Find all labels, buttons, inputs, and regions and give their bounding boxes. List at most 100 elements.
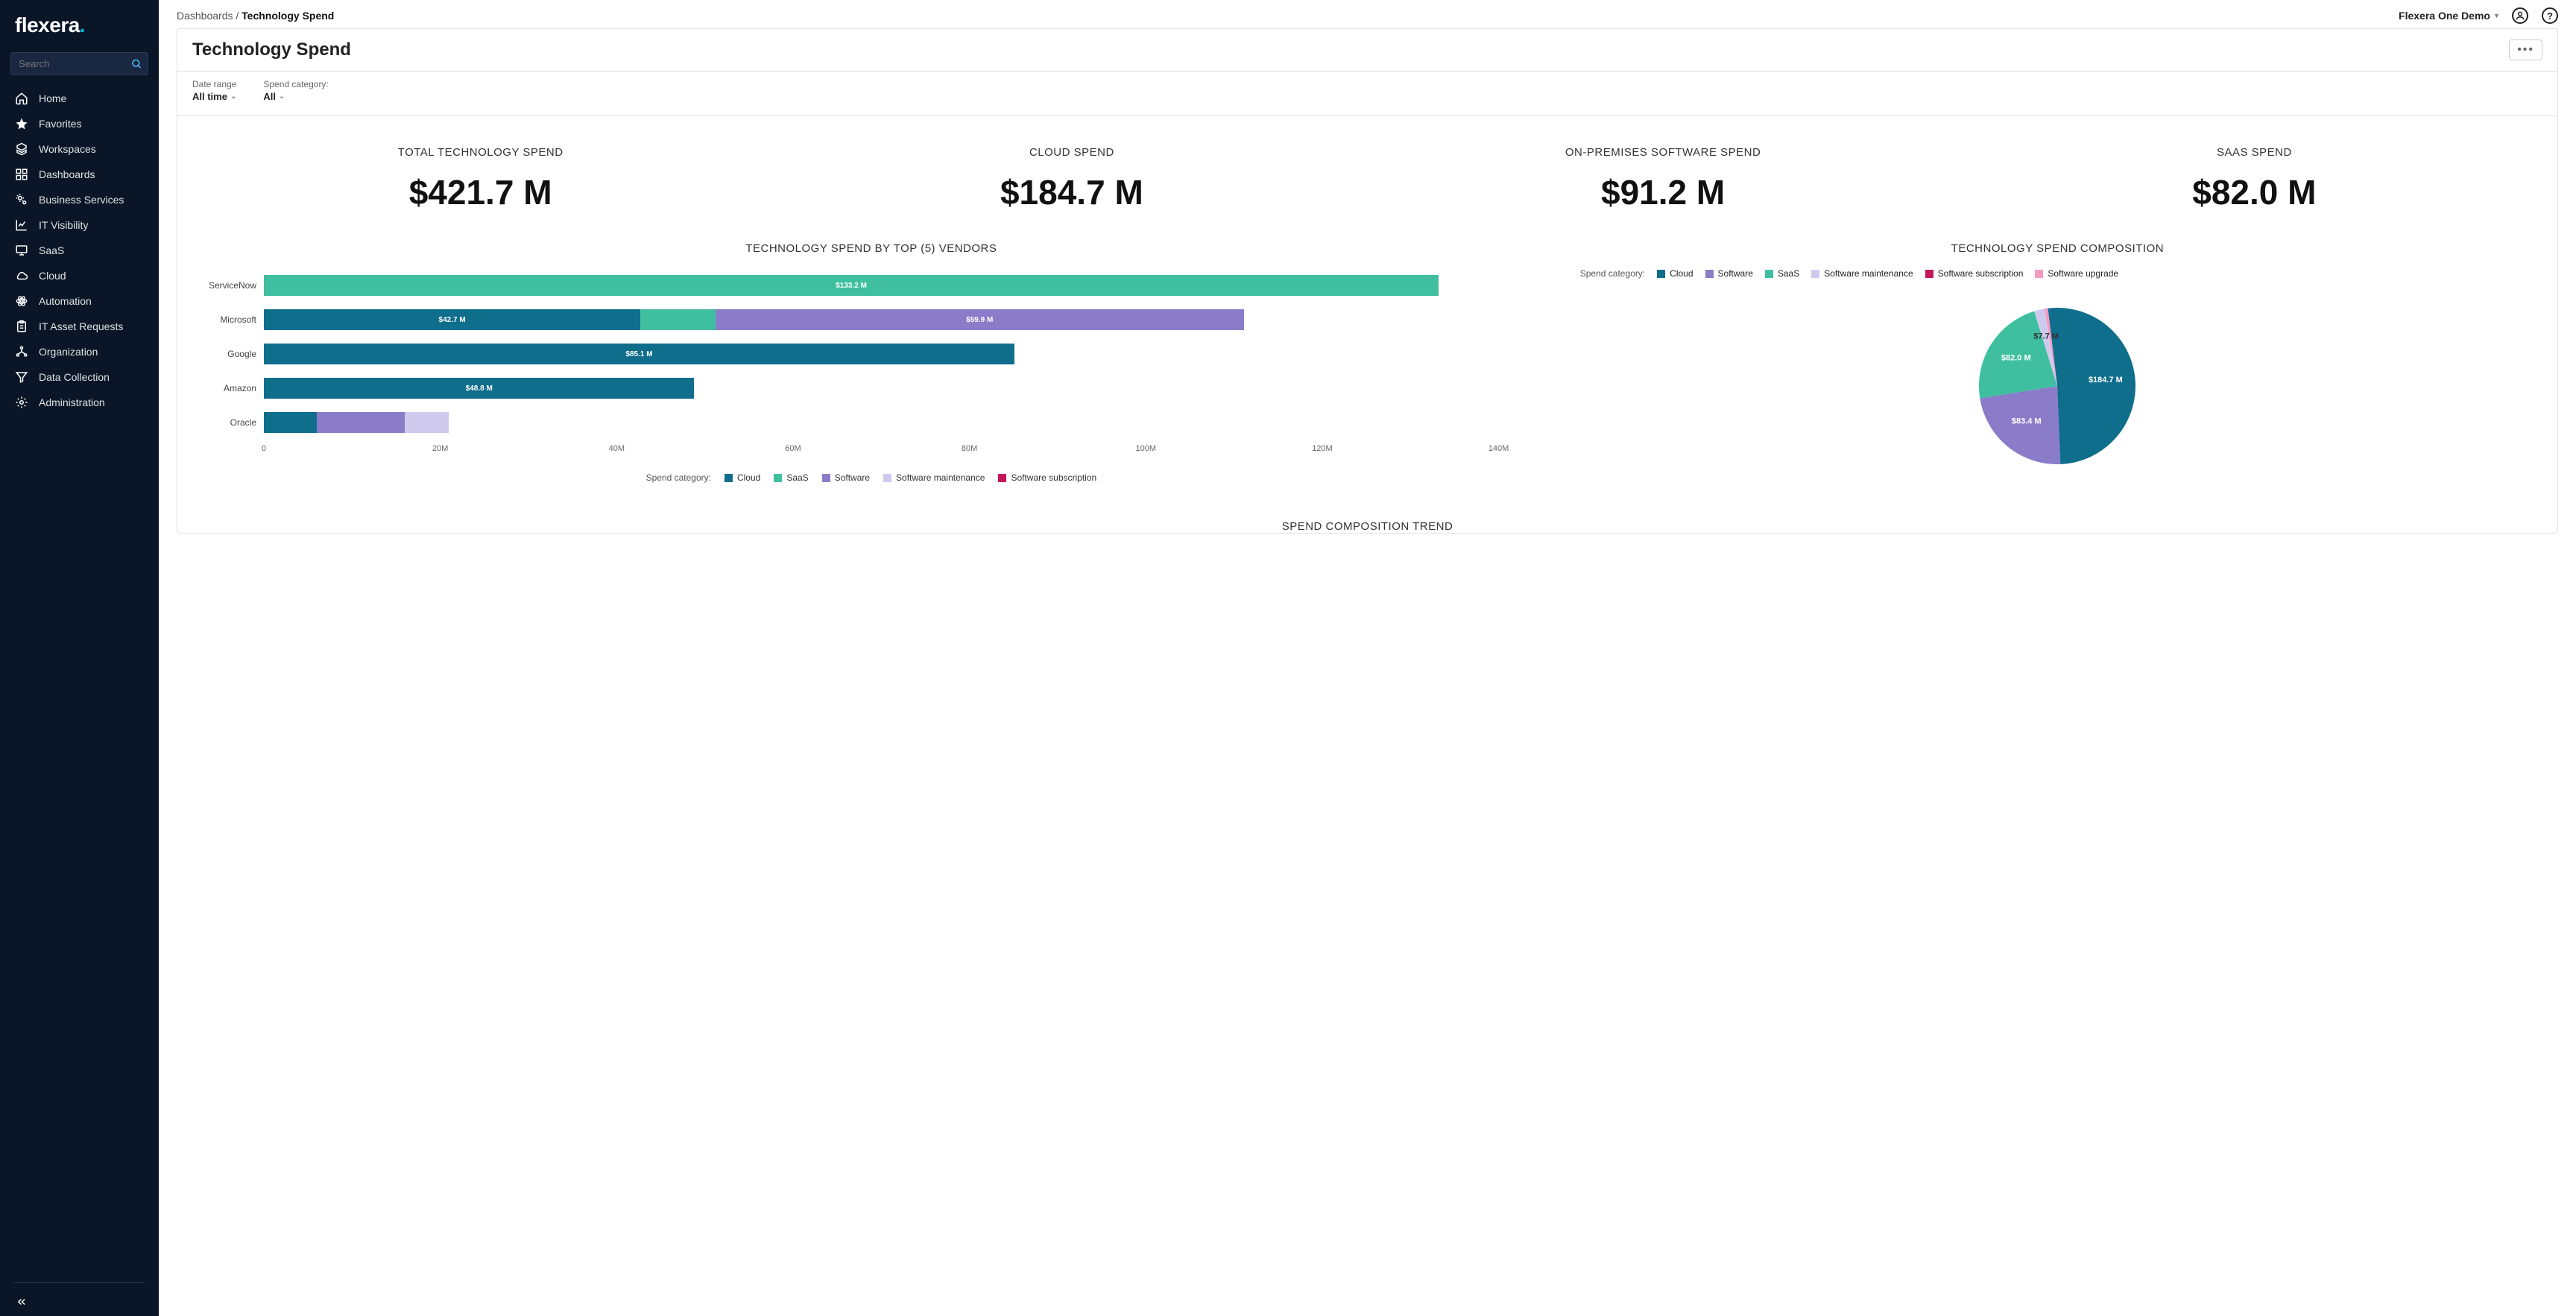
bar-segment[interactable]: $59.9 M: [716, 309, 1244, 330]
sidebar-item-label: SaaS: [39, 244, 64, 256]
sidebar-item-saas[interactable]: SaaS: [0, 238, 159, 263]
kpi-value: $91.2 M: [1368, 172, 1959, 212]
sidebar-item-label: Dashboards: [39, 168, 95, 180]
chart-title: TECHNOLOGY SPEND COMPOSITION: [1573, 242, 2542, 255]
breadcrumb: Dashboards / Technology Spend: [177, 10, 334, 22]
legend-swatch: [1657, 270, 1665, 278]
legend-item[interactable]: Cloud: [724, 472, 760, 483]
kpi-label: SAAS SPEND: [1959, 146, 2550, 159]
kpi-value: $184.7 M: [776, 172, 1367, 212]
bar-segment[interactable]: $42.7 M: [264, 309, 640, 330]
legend-item[interactable]: Software upgrade: [2035, 268, 2118, 279]
sidebar-item-organization[interactable]: Organization: [0, 339, 159, 364]
legend-item[interactable]: Software maintenance: [883, 472, 985, 483]
user-icon[interactable]: [2512, 7, 2528, 24]
legend-swatch: [822, 474, 830, 482]
filter-bar: Date range All time⌄ Spend category: All…: [177, 72, 2557, 116]
bar-segment[interactable]: $133.2 M: [264, 275, 1439, 296]
sidebar-item-label: IT Visibility: [39, 219, 88, 231]
sidebar-item-label: Favorites: [39, 118, 82, 130]
sidebar-item-dashboards[interactable]: Dashboards: [0, 162, 159, 187]
breadcrumb-parent[interactable]: Dashboards: [177, 10, 233, 22]
search-box: [10, 52, 148, 75]
funnel-icon: [15, 370, 28, 384]
pie-slice[interactable]: [2048, 308, 2136, 464]
legend-item[interactable]: Software: [822, 472, 870, 483]
home-icon: [15, 92, 28, 105]
axis-tick: 40M: [609, 444, 625, 453]
legend-item[interactable]: SaaS: [774, 472, 808, 483]
bar-segment[interactable]: [405, 412, 449, 433]
legend-title: Spend category:: [1580, 268, 1645, 279]
sidebar-item-it-asset-requests[interactable]: IT Asset Requests: [0, 314, 159, 339]
cloud-icon: [15, 269, 28, 282]
filter-category-value[interactable]: All⌄: [263, 91, 328, 102]
bar-segment[interactable]: $48.8 M: [264, 378, 694, 399]
legend-swatch: [1765, 270, 1773, 278]
pie-slice-label: $7.7 M: [2034, 332, 2059, 341]
sidebar-item-data-collection[interactable]: Data Collection: [0, 364, 159, 390]
legend-item[interactable]: Software: [1705, 268, 1753, 279]
legend-swatch: [1925, 270, 1933, 278]
org-selector[interactable]: Flexera One Demo ▾: [2399, 10, 2498, 22]
bar-row: Google$85.1 M: [192, 337, 1543, 371]
kpi-label: CLOUD SPEND: [776, 146, 1367, 159]
pie-chart-legend: Spend category: Cloud Software SaaS Software…: [1573, 268, 2542, 279]
bar-segment[interactable]: $85.1 M: [264, 344, 1014, 364]
main: Dashboards / Technology Spend Flexera On…: [159, 0, 2576, 1316]
legend-swatch: [1811, 270, 1819, 278]
axis-tick: 80M: [962, 444, 977, 453]
legend-swatch: [774, 474, 782, 482]
bar-label: Oracle: [192, 417, 264, 428]
sidebar-item-cloud[interactable]: Cloud: [0, 263, 159, 288]
search-icon[interactable]: [131, 58, 142, 69]
axis-tick: 20M: [432, 444, 448, 453]
legend-item[interactable]: Software subscription: [998, 472, 1096, 483]
chart-title: TECHNOLOGY SPEND BY TOP (5) VENDORS: [192, 242, 1550, 255]
sidebar-item-label: Organization: [39, 346, 98, 358]
axis-tick: 0: [262, 444, 266, 453]
sidebar-item-automation[interactable]: Automation: [0, 288, 159, 314]
bar-label: Amazon: [192, 383, 264, 393]
cog-icon: [15, 396, 28, 409]
search-input[interactable]: [10, 52, 148, 75]
page-title: Technology Spend: [192, 39, 351, 60]
chevron-down-icon: ▾: [2495, 12, 2498, 20]
pie-slice-label: $83.4 M: [2012, 417, 2042, 426]
filter-date-value[interactable]: All time⌄: [192, 91, 236, 102]
monitor-icon: [15, 244, 28, 257]
sidebar-nav: Home Favorites Workspaces Dashboards Busines…: [0, 83, 159, 1278]
bar-label: Microsoft: [192, 314, 264, 325]
sidebar-item-business-services[interactable]: Business Services: [0, 187, 159, 212]
kpi: TOTAL TECHNOLOGY SPEND$421.7 M: [185, 146, 776, 212]
more-button[interactable]: •••: [2509, 39, 2542, 60]
pie-slice-label: $82.0 M: [2001, 354, 2031, 363]
sidebar-item-workspaces[interactable]: Workspaces: [0, 136, 159, 162]
legend-item[interactable]: Software maintenance: [1811, 268, 1913, 279]
sidebar-item-favorites[interactable]: Favorites: [0, 111, 159, 136]
org-icon: [15, 345, 28, 358]
bar-segment[interactable]: [640, 309, 716, 330]
atom-icon: [15, 294, 28, 308]
bar-segment[interactable]: [264, 412, 317, 433]
collapse-sidebar-button[interactable]: [0, 1288, 159, 1316]
sidebar-item-label: Workspaces: [39, 143, 96, 155]
kpi-label: ON-PREMISES SOFTWARE SPEND: [1368, 146, 1959, 159]
help-icon[interactable]: ?: [2542, 7, 2558, 24]
legend-item[interactable]: SaaS: [1765, 268, 1799, 279]
axis-tick: 140M: [1489, 444, 1509, 453]
composition-pie-chart: TECHNOLOGY SPEND COMPOSITION Spend categ…: [1573, 242, 2542, 483]
vendor-bar-chart: TECHNOLOGY SPEND BY TOP (5) VENDORS Serv…: [192, 242, 1550, 483]
sidebar-item-it-visibility[interactable]: IT Visibility: [0, 212, 159, 238]
boxes-icon: [15, 142, 28, 156]
bar-segment[interactable]: [317, 412, 405, 433]
trend-chart-title: SPEND COMPOSITION TREND: [177, 505, 2557, 533]
kpi: CLOUD SPEND $184.7 M: [776, 146, 1367, 212]
sidebar-item-administration[interactable]: Administration: [0, 390, 159, 415]
legend-item[interactable]: Software subscription: [1925, 268, 2024, 279]
sidebar-item-home[interactable]: Home: [0, 86, 159, 111]
filter-date-label: Date range: [192, 79, 236, 89]
bar-track: $85.1 M: [264, 344, 1543, 364]
bar-row: Oracle: [192, 405, 1543, 440]
legend-item[interactable]: Cloud: [1657, 268, 1693, 279]
